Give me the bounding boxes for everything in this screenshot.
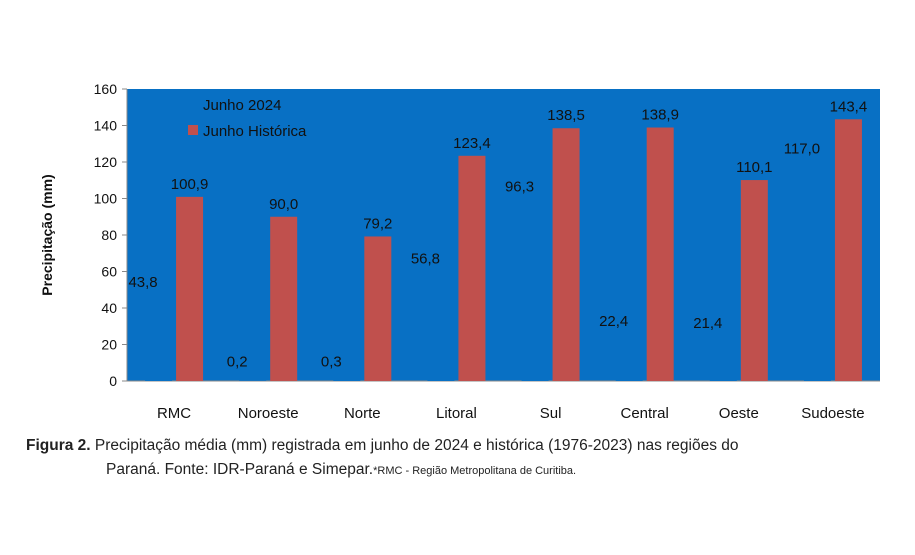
x-tick-label: Litoral bbox=[436, 405, 477, 422]
bar-junho-historica bbox=[834, 119, 862, 382]
data-label: 21,4 bbox=[693, 315, 722, 332]
bar-junho-2024 bbox=[145, 301, 173, 381]
data-label: 123,4 bbox=[453, 135, 491, 152]
y-tick-label: 100 bbox=[94, 191, 118, 207]
legend-swatch bbox=[188, 99, 198, 109]
data-label: 110,1 bbox=[736, 159, 772, 176]
bar-junho-2024 bbox=[803, 167, 831, 381]
caption-line-2: Paraná. Fonte: IDR-Paraná e Simepar. bbox=[106, 461, 374, 478]
bar-junho-historica bbox=[646, 127, 674, 381]
bar-junho-historica bbox=[176, 196, 204, 381]
bar-junho-2024 bbox=[333, 380, 361, 381]
caption-note: *RMC - Região Metropolitana de Curitiba. bbox=[373, 465, 577, 477]
bar-junho-historica bbox=[458, 155, 486, 381]
x-tick-label: Noroeste bbox=[238, 405, 299, 422]
data-label: 143,4 bbox=[830, 98, 868, 115]
bar-junho-2024 bbox=[427, 277, 455, 381]
bar-junho-2024 bbox=[709, 341, 737, 381]
y-tick-label: 20 bbox=[101, 337, 117, 353]
bar-junho-historica bbox=[364, 236, 392, 381]
x-tick-label: Central bbox=[621, 405, 669, 422]
data-label: 90,0 bbox=[269, 196, 298, 213]
caption-line-1: Precipitação média (mm) registrada em ju… bbox=[90, 437, 739, 454]
x-tick-label: Oeste bbox=[719, 405, 759, 422]
x-tick-label: Norte bbox=[344, 405, 381, 422]
y-tick-label: 160 bbox=[94, 81, 118, 97]
y-tick-label: 80 bbox=[101, 227, 117, 243]
y-axis-label: Precipitação (mm) bbox=[39, 174, 55, 295]
data-label: 0,2 bbox=[227, 354, 248, 371]
legend-label: Junho Histórica bbox=[203, 123, 307, 140]
bar-junho-historica bbox=[552, 128, 580, 381]
figure-label: Figura 2. bbox=[26, 437, 91, 454]
bar-chart: 0 20 40 60 80 100 120 140 160 RMC Noroeste Norte Lit… bbox=[39, 81, 880, 422]
y-tick-label: 60 bbox=[101, 264, 117, 280]
y-tick-label: 140 bbox=[94, 118, 118, 134]
data-label: 79,2 bbox=[363, 215, 392, 232]
data-label: 22,4 bbox=[599, 313, 628, 330]
data-label: 0,3 bbox=[321, 353, 342, 370]
x-tick-label: Sul bbox=[540, 405, 562, 422]
data-label: 56,8 bbox=[411, 250, 440, 267]
x-tick-label: RMC bbox=[157, 405, 191, 422]
y-tick-label: 40 bbox=[101, 300, 117, 316]
data-label: 96,3 bbox=[505, 178, 534, 195]
bar-junho-historica bbox=[740, 180, 768, 381]
figure-caption: Figura 2. Precipitação média (mm) regist… bbox=[26, 434, 739, 483]
legend-label: Junho 2024 bbox=[203, 97, 281, 114]
x-tick-label: Sudoeste bbox=[801, 405, 864, 422]
bar-junho-2024 bbox=[521, 205, 549, 381]
data-label: 138,9 bbox=[641, 107, 679, 124]
y-tick-label: 0 bbox=[109, 373, 117, 389]
data-label: 138,5 bbox=[547, 107, 585, 124]
y-tick-label: 120 bbox=[94, 154, 118, 170]
data-label: 117,0 bbox=[784, 140, 820, 157]
legend-swatch bbox=[188, 125, 198, 135]
data-label: 100,9 bbox=[171, 176, 209, 193]
bar-junho-2024 bbox=[615, 340, 643, 381]
bar-junho-historica bbox=[270, 216, 298, 381]
data-label: 43,8 bbox=[128, 274, 157, 291]
